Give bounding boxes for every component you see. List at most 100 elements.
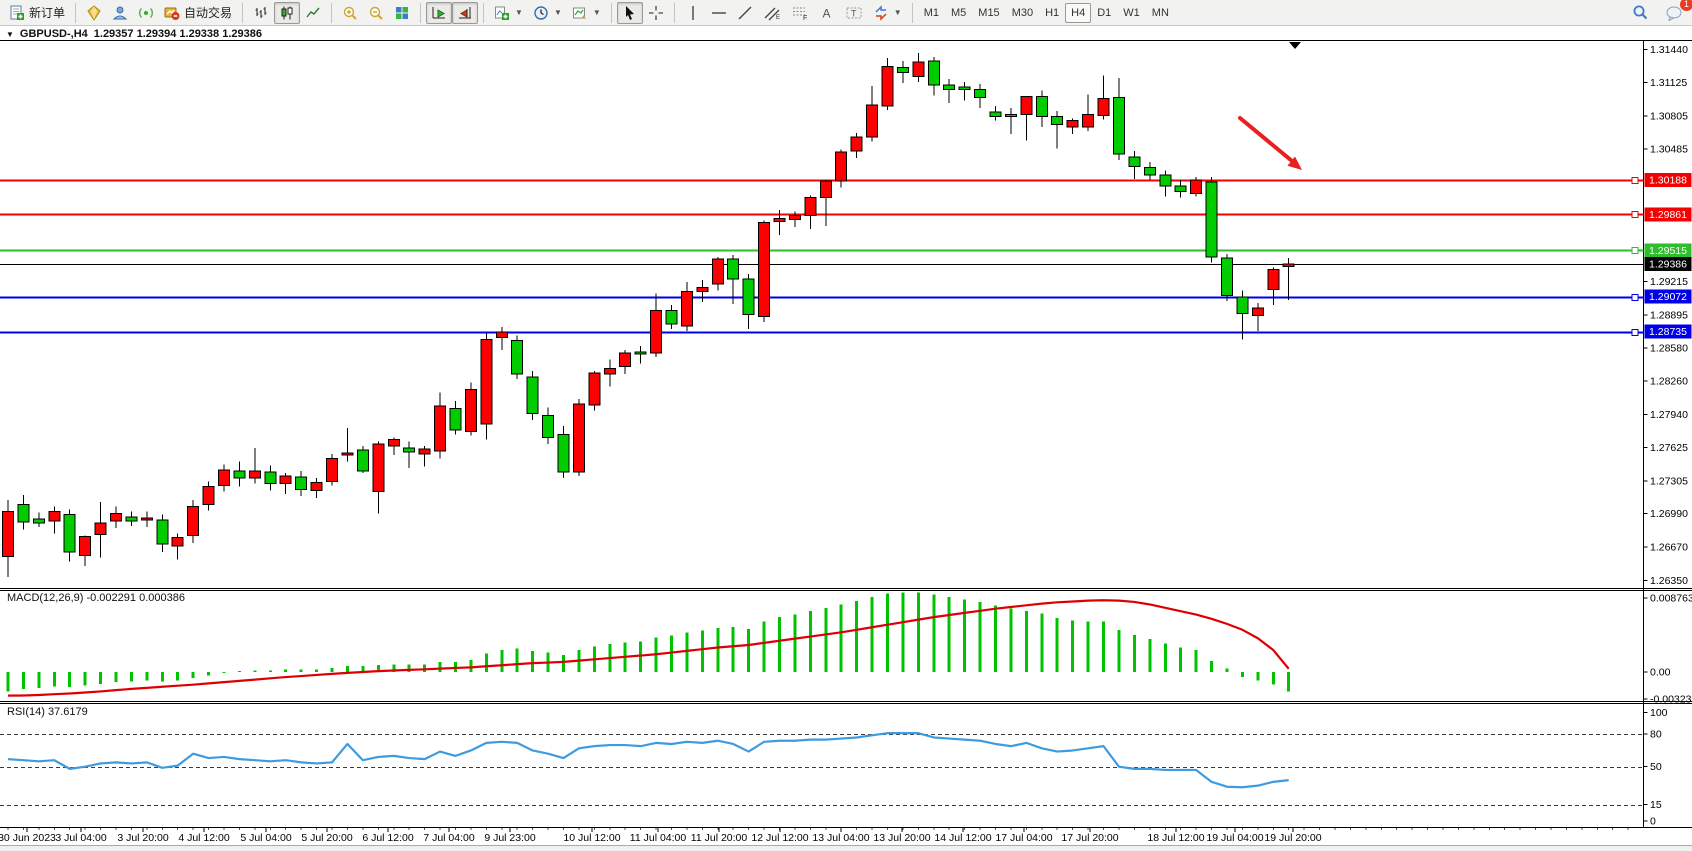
macd-histogram-bar <box>561 655 565 672</box>
bear-candle <box>1004 113 1017 117</box>
level-line-handle[interactable] <box>1631 294 1639 301</box>
time-axis-label: 10 Jul 12:00 <box>563 832 620 844</box>
periods-button[interactable]: ▼ <box>528 2 567 24</box>
bull-candle <box>202 486 215 505</box>
timeframe-button-m5[interactable]: M5 <box>951 6 967 19</box>
bear-candle <box>1236 296 1249 314</box>
chat-bubble-icon <box>1666 6 1682 21</box>
time-axis-label: 17 Jul 20:00 <box>1061 832 1118 844</box>
macd-histogram-bar <box>1040 613 1044 672</box>
timeframe-button-h1[interactable]: H1 <box>1045 6 1060 19</box>
symbol-dropdown-icon[interactable]: ▼ <box>6 29 14 39</box>
ohlc-readout: 1.29357 1.29394 1.29338 1.29386 <box>93 28 262 40</box>
crosshair-button[interactable] <box>643 2 669 24</box>
search-button[interactable] <box>1627 2 1654 24</box>
equidistant-channel-button[interactable]: E <box>758 2 786 24</box>
time-axis-label: 3 Jul 04:00 <box>55 832 107 844</box>
new-order-button[interactable]: 新订单 <box>4 2 70 24</box>
timeframe-button-m30[interactable]: M30 <box>1011 6 1034 19</box>
zoom-in-button[interactable] <box>337 2 363 24</box>
macd-histogram-bar <box>870 596 874 672</box>
timeframe-button-d1[interactable]: D1 <box>1097 6 1112 19</box>
text-label-icon: T <box>846 7 862 18</box>
chevron-down-icon: ▼ <box>592 8 601 17</box>
timeframe-button-m1[interactable]: M1 <box>923 6 939 19</box>
notifications-button[interactable]: 1 <box>1660 0 1692 24</box>
level-line-handle[interactable] <box>1631 211 1639 218</box>
time-axis-label: 11 Jul 20:00 <box>691 832 748 844</box>
auto-scroll-button[interactable] <box>426 1 453 24</box>
templates-button[interactable]: ▼ <box>567 2 606 24</box>
horizontal-line-button[interactable] <box>706 2 732 24</box>
macd-histogram-bar <box>361 666 365 672</box>
bull-candle <box>94 522 107 535</box>
navigator-button[interactable] <box>107 2 133 24</box>
tile-windows-button[interactable] <box>389 2 415 24</box>
bull-candle <box>341 452 354 456</box>
text-label-button[interactable]: T <box>840 2 868 24</box>
autotrading-button[interactable]: 自动交易 <box>159 2 237 24</box>
cursor-button[interactable] <box>616 1 643 24</box>
vertical-line-button[interactable] <box>680 2 706 24</box>
bar-chart-button[interactable] <box>248 2 274 24</box>
horizontal-line-icon <box>711 11 726 14</box>
time-axis-label: 11 Jul 04:00 <box>630 832 687 844</box>
price-line-tag <box>1644 256 1692 271</box>
indicators-button[interactable]: ▼ <box>489 2 528 24</box>
bull-candle <box>804 197 817 216</box>
price-tick-label: 1.31125 <box>1650 77 1687 89</box>
annotation-arrow[interactable] <box>1238 116 1294 163</box>
trendline-button[interactable] <box>732 2 758 24</box>
bull-candle <box>835 151 848 182</box>
svg-text:F: F <box>803 15 807 21</box>
bull-candle <box>866 104 879 138</box>
profile-icon <box>112 6 128 19</box>
macd-histogram-bar <box>1024 611 1028 672</box>
autotrading-icon <box>164 7 180 20</box>
bull-candle <box>480 339 493 425</box>
time-axis-label: 13 Jul 04:00 <box>812 832 869 844</box>
candlestick-chart-button[interactable] <box>274 1 301 24</box>
macd-histogram-bar <box>407 664 411 672</box>
line-chart-button[interactable] <box>300 2 326 24</box>
bull-candle <box>187 505 200 537</box>
time-axis-label: 18 Jul 12:00 <box>1147 832 1204 844</box>
text-button[interactable]: A <box>814 2 840 24</box>
price-tick-label: 1.31440 <box>1650 44 1688 56</box>
level-line-handle[interactable] <box>1631 329 1639 336</box>
toolbar-separator <box>420 2 422 23</box>
annotation-arrow-head[interactable] <box>1287 156 1302 171</box>
arrows-tool-button[interactable]: ▼ <box>868 2 907 24</box>
trendline-icon <box>738 6 752 19</box>
chart-shift-button[interactable] <box>452 1 479 24</box>
timeframe-button-mn[interactable]: MN <box>1151 6 1169 19</box>
macd-histogram-bar <box>345 666 349 672</box>
market-watch-button[interactable] <box>81 2 107 24</box>
bear-candle <box>1220 257 1233 297</box>
timeframe-button-h4[interactable]: H4 <box>1065 2 1092 23</box>
signals-button[interactable] <box>133 2 159 24</box>
timeframe-button-m15[interactable]: M15 <box>978 6 1000 19</box>
timeframe-bar: M1 M5 M15 M30 H1 H4 D1 W1 MN <box>918 2 1175 23</box>
chevron-down-icon: ▼ <box>893 8 902 17</box>
chart-title-bar[interactable]: ▼ GBPUSD-,H4 1.29357 1.29394 1.29338 1.2… <box>6 28 262 40</box>
fibonacci-button[interactable]: F <box>786 2 814 24</box>
level-line-handle[interactable] <box>1631 177 1639 184</box>
bull-candle <box>588 372 601 406</box>
bull-candle <box>603 368 616 375</box>
level-line-handle[interactable] <box>1631 247 1639 254</box>
zoom-out-button[interactable] <box>363 2 389 24</box>
chart-shift-marker[interactable] <box>1289 42 1301 49</box>
macd-histogram-bar <box>330 667 334 672</box>
macd-histogram-bar <box>762 621 766 672</box>
toolbar: 新订单 自动交易 <box>0 0 1692 26</box>
bear-candle <box>1159 174 1172 187</box>
time-axis-label: 19 Jul 04:00 <box>1206 832 1263 844</box>
macd-histogram-bar <box>778 617 781 672</box>
price-tick-label: 1.27625 <box>1650 442 1688 454</box>
macd-histogram-bar <box>1102 621 1106 672</box>
bear-candle <box>727 258 740 280</box>
timeframe-button-w1[interactable]: W1 <box>1123 6 1140 19</box>
bull-candle <box>1190 179 1203 195</box>
